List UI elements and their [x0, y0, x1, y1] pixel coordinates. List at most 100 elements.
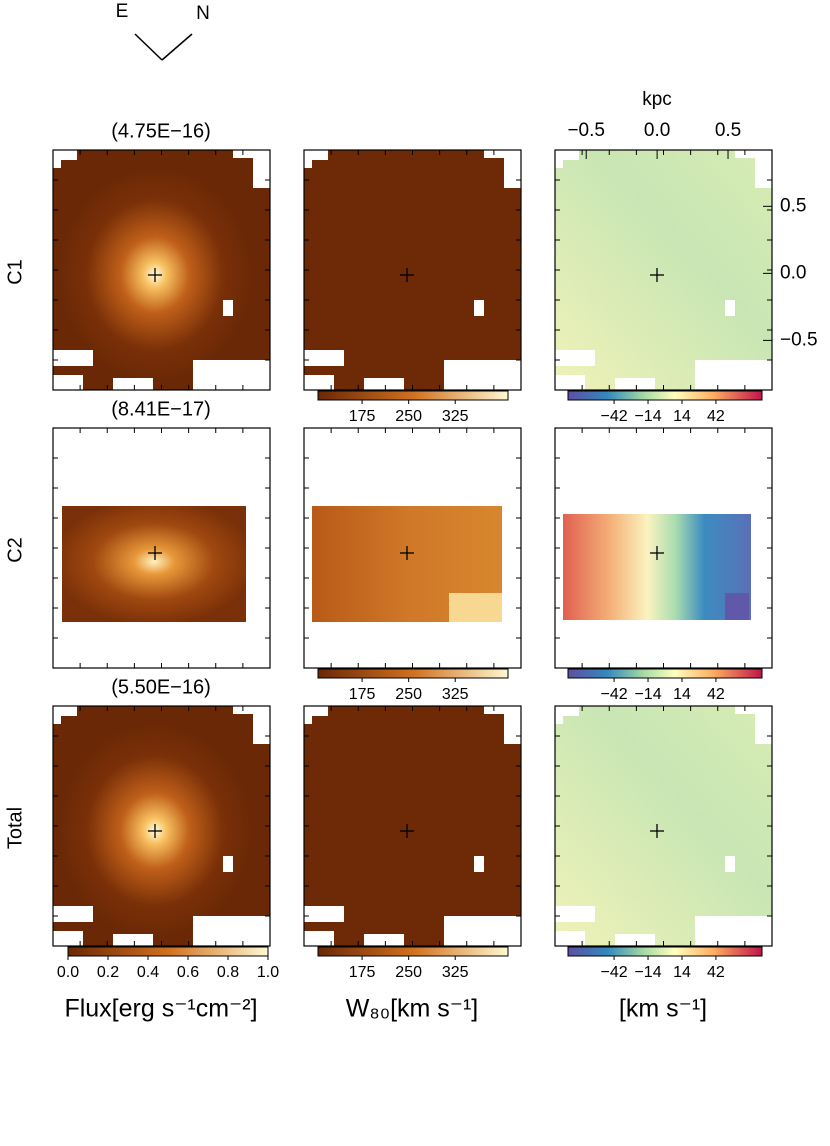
colorbar	[67, 946, 269, 957]
masked-region	[53, 375, 83, 390]
masked-region	[304, 350, 344, 366]
masked-region	[193, 916, 270, 946]
masked-region	[53, 706, 77, 716]
y-tick-label: 0.0	[780, 262, 806, 283]
masked-region	[444, 916, 521, 946]
masked-region	[755, 714, 772, 744]
masked-region	[233, 150, 270, 158]
map-patch	[449, 593, 502, 622]
colorbar-tick-label: 250	[395, 964, 422, 981]
colorbar-tick-label: 0.0	[57, 964, 79, 981]
column-label: W₈₀[km s⁻¹]	[346, 995, 479, 1023]
x-tick-label: 0.5	[715, 120, 741, 141]
masked-region	[555, 906, 595, 922]
masked-region	[555, 716, 563, 724]
colorbar-tick-label: 42	[707, 408, 725, 425]
masked-region	[484, 150, 521, 158]
colorbar-tick-label: 42	[707, 964, 725, 981]
masked-region	[223, 300, 233, 316]
colorbar-tick-label: 14	[673, 408, 691, 425]
compass-label: N	[196, 3, 210, 24]
masked-region	[304, 906, 344, 922]
masked-region	[444, 360, 521, 390]
colorbar	[317, 946, 509, 957]
colorbar-tick-label: −42	[601, 964, 628, 981]
masked-region	[53, 931, 83, 946]
masked-region	[304, 931, 334, 946]
colorbar	[317, 390, 509, 401]
panel-title: (5.50E−16)	[111, 676, 211, 698]
map	[563, 514, 751, 620]
masked-region	[555, 706, 579, 716]
masked-region	[555, 150, 579, 160]
masked-region	[193, 360, 270, 390]
masked-region	[555, 931, 585, 946]
masked-region	[53, 150, 77, 160]
panel-title: (8.41E−17)	[111, 398, 211, 420]
masked-region	[555, 350, 595, 366]
axis-title: kpc	[642, 89, 672, 110]
map	[62, 506, 246, 622]
masked-region	[725, 856, 735, 872]
masked-region	[113, 934, 153, 946]
masked-region	[364, 934, 404, 946]
colorbar-tick-label: 325	[442, 964, 469, 981]
colorbar-tick-label: 0.2	[97, 964, 119, 981]
masked-region	[695, 916, 772, 946]
masked-region	[223, 856, 233, 872]
colorbar	[567, 668, 763, 679]
masked-region	[304, 716, 312, 724]
colorbar	[567, 946, 763, 957]
masked-region	[484, 706, 521, 714]
colorbar	[317, 668, 509, 679]
row-label: Total	[4, 807, 26, 849]
masked-region	[364, 378, 404, 390]
colorbar-tick-label: 175	[349, 686, 376, 703]
compass-arrow	[134, 33, 163, 61]
y-tick-label: −0.5	[780, 329, 818, 350]
masked-region	[474, 856, 484, 872]
masked-region	[555, 160, 563, 168]
row-label: C2	[4, 537, 26, 563]
colorbar	[567, 390, 763, 401]
colorbar-tick-label: 175	[349, 964, 376, 981]
masked-region	[735, 150, 772, 158]
colorbar-tick-label: 175	[349, 408, 376, 425]
masked-region	[755, 158, 772, 188]
masked-region	[253, 714, 270, 744]
masked-region	[695, 360, 772, 390]
masked-region	[504, 158, 521, 188]
masked-region	[113, 378, 153, 390]
masked-region	[233, 706, 270, 714]
colorbar-tick-label: −14	[634, 686, 661, 703]
masked-region	[615, 934, 655, 946]
masked-region	[615, 378, 655, 390]
colorbar-tick-label: 42	[707, 686, 725, 703]
masked-region	[555, 375, 585, 390]
colorbar-tick-label: −14	[634, 964, 661, 981]
column-label: Flux[erg s⁻¹cm⁻²]	[64, 995, 257, 1023]
compass-arrow	[161, 33, 193, 61]
colorbar-tick-label: 1.0	[257, 964, 279, 981]
panel-title: (4.75E−16)	[111, 120, 211, 142]
masked-region	[474, 300, 484, 316]
colorbar-tick-label: 250	[395, 408, 422, 425]
colorbar-tick-label: 325	[442, 408, 469, 425]
colorbar-tick-label: 0.6	[177, 964, 199, 981]
x-tick-label: 0.0	[644, 120, 670, 141]
colorbar-tick-label: −42	[601, 686, 628, 703]
masked-region	[725, 300, 735, 316]
colorbar-tick-label: 325	[442, 686, 469, 703]
colorbar-tick-label: 0.8	[217, 964, 239, 981]
colorbar-tick-label: 250	[395, 686, 422, 703]
masked-region	[53, 716, 61, 724]
masked-region	[53, 350, 93, 366]
masked-region	[735, 706, 772, 714]
colorbar-tick-label: 14	[673, 964, 691, 981]
map-patch	[725, 593, 749, 620]
masked-region	[53, 160, 61, 168]
masked-region	[253, 158, 270, 188]
colorbar-tick-label: −14	[634, 408, 661, 425]
masked-region	[304, 706, 328, 716]
row-label: C1	[4, 259, 26, 285]
